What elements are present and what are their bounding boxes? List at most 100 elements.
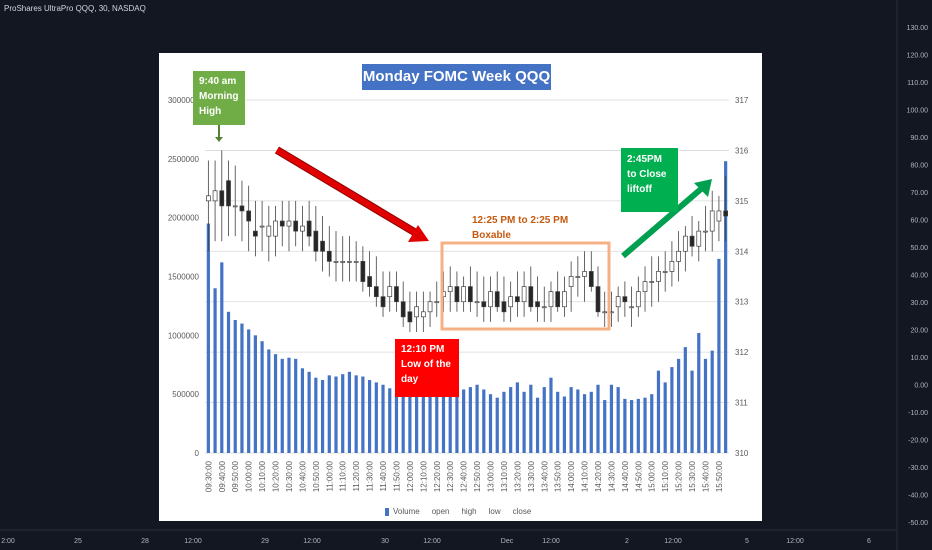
outer-price-tick-label: 70.00 <box>910 190 928 197</box>
annotation-line: 12:25 PM to 2:25 PM <box>472 215 569 226</box>
time-axis-tick-label: 12:10:00 <box>419 460 428 492</box>
volume-bar <box>287 357 291 453</box>
candlestick <box>709 190 715 252</box>
volume-bar <box>220 262 224 453</box>
candlestick <box>703 205 708 252</box>
time-axis-tick-label: 15:00:00 <box>648 460 657 492</box>
volume-bar <box>683 347 687 453</box>
chart-symbol-header: ProShares UltraPro QQQ, 30, NASDAQ <box>4 4 146 13</box>
candlestick <box>206 160 211 252</box>
candlestick <box>447 266 453 312</box>
volume-bar <box>603 400 607 453</box>
candlestick <box>689 215 695 257</box>
candlestick <box>716 195 722 242</box>
candlestick <box>259 200 265 252</box>
candlestick <box>696 221 702 262</box>
time-axis-tick-label: 12:00:00 <box>406 460 415 492</box>
outer-time-tick-label: 29 <box>261 538 269 545</box>
candlestick <box>595 266 601 317</box>
candlestick <box>588 251 594 292</box>
liftoff-arrow <box>621 179 712 259</box>
outer-time-tick-label: 2 <box>625 538 629 545</box>
time-axis-tick-label: 14:10:00 <box>581 460 590 492</box>
time-axis-tick-label: 14:00:00 <box>567 460 576 492</box>
volume-bar <box>408 387 412 453</box>
outer-price-axis: 130.00 120.00 110.00 100.00 90.00 80.00 70.00 6… <box>907 25 929 527</box>
liftoff-annotation: 2:45PM to Close liftoff <box>621 148 678 212</box>
time-axis-tick-label: 15:50:00 <box>715 460 724 492</box>
candlestick <box>333 231 339 282</box>
time-axis-tick-label: 15:10:00 <box>661 460 670 492</box>
candlestick <box>488 276 493 322</box>
time-axis-tick-label: 10:00:00 <box>245 460 254 492</box>
candlestick <box>239 180 245 242</box>
candlestick <box>219 150 225 242</box>
volume-bar <box>374 382 378 453</box>
candlestick <box>541 286 547 322</box>
candlestick <box>340 236 346 282</box>
candlestick <box>501 276 507 322</box>
volume-bar <box>354 375 358 453</box>
outer-time-tick-label: 12:00 <box>184 538 202 545</box>
outer-price-tick-label: 130.00 <box>907 25 929 32</box>
volume-bar <box>623 398 627 453</box>
right-axis-tick-label: 316 <box>735 146 749 155</box>
volume-bar <box>421 394 425 453</box>
candlestick <box>723 175 728 242</box>
volume-bar <box>240 323 244 453</box>
boxable-annotation: 12:25 PM to 2:25 PM Boxable <box>472 213 568 243</box>
volume-bar <box>253 335 257 453</box>
candlestick <box>582 251 587 302</box>
candlestick <box>454 271 460 312</box>
right-axis-tick-label: 312 <box>735 348 749 357</box>
volume-bar <box>596 384 600 453</box>
left-axis-tick-label: 1500000 <box>168 273 200 282</box>
candlestick <box>481 276 487 322</box>
right-axis-tick-label: 313 <box>735 298 749 307</box>
candlestick <box>602 291 608 327</box>
volume-bar <box>562 396 567 453</box>
volume-bar <box>347 371 352 453</box>
volume-bar <box>616 387 620 453</box>
candlestick <box>353 241 359 282</box>
volume-bar <box>697 332 701 453</box>
outer-time-tick-label: 12:00 <box>303 538 321 545</box>
volume-bar <box>441 387 446 453</box>
left-axis-tick-label: 500000 <box>172 390 199 399</box>
volume-bar <box>381 384 385 453</box>
time-axis-tick-label: 15:40:00 <box>701 460 710 492</box>
candlestick <box>669 241 675 287</box>
volume-bar <box>475 384 479 453</box>
candlestick <box>326 226 332 277</box>
volume-bar <box>549 377 553 453</box>
outer-price-tick-label: 0.00 <box>914 383 928 390</box>
outer-time-tick-label: 6 <box>867 538 871 545</box>
volume-bar <box>213 288 217 453</box>
volume-bar <box>394 390 399 453</box>
time-axis-tick-label: 12:50:00 <box>473 460 482 492</box>
candlestick <box>414 291 419 332</box>
candlestick <box>535 276 540 322</box>
outer-price-tick-label: -30.00 <box>908 465 928 472</box>
volume-bar <box>267 349 271 453</box>
volume-bar <box>482 389 486 453</box>
volume-bar <box>724 161 728 453</box>
time-axis-tick-label: 13:30:00 <box>527 460 536 492</box>
candlestick <box>373 256 379 307</box>
annotation-line: liftoff <box>627 184 652 195</box>
outer-time-tick-label: 30 <box>381 538 389 545</box>
outer-time-tick-label: 28 <box>141 538 149 545</box>
annotation-line: Boxable <box>472 230 511 241</box>
volume-bar <box>428 391 432 453</box>
volume-bar <box>307 371 311 453</box>
time-axis-tick-label: 10:40:00 <box>298 460 307 492</box>
volume-bar <box>690 370 694 453</box>
candlestick <box>468 266 473 312</box>
candlestick <box>313 205 319 262</box>
outer-price-tick-label: -50.00 <box>908 520 928 527</box>
outer-price-tick-label: 90.00 <box>910 135 928 142</box>
volume-bar <box>247 329 251 453</box>
candlestick <box>380 271 386 317</box>
candlestick <box>494 271 500 312</box>
morning-high-annotation: 9:40 am Morning High <box>193 71 245 125</box>
